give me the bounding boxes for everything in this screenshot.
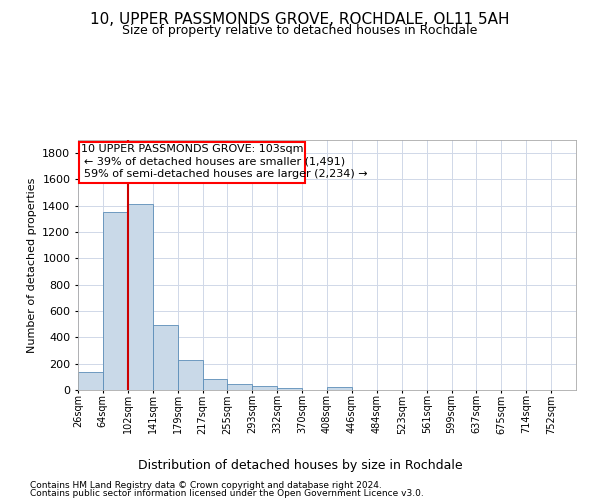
Text: 10, UPPER PASSMONDS GROVE, ROCHDALE, OL11 5AH: 10, UPPER PASSMONDS GROVE, ROCHDALE, OL1… (90, 12, 510, 28)
Text: Contains HM Land Registry data © Crown copyright and database right 2024.: Contains HM Land Registry data © Crown c… (30, 481, 382, 490)
Bar (103, 212, 128, 390)
Bar (203, 379, 227, 390)
Bar (227, 384, 252, 390)
Text: 59% of semi-detached houses are larger (2,234) →: 59% of semi-detached houses are larger (… (84, 169, 367, 179)
Text: ← 39% of detached houses are smaller (1,491): ← 39% of detached houses are smaller (1,… (84, 157, 345, 167)
Text: 10 UPPER PASSMONDS GROVE: 103sqm: 10 UPPER PASSMONDS GROVE: 103sqm (81, 144, 303, 154)
Text: Distribution of detached houses by size in Rochdale: Distribution of detached houses by size … (137, 460, 463, 472)
Bar (78, 372, 103, 390)
Bar (277, 388, 302, 390)
Bar (128, 204, 153, 390)
Text: Size of property relative to detached houses in Rochdale: Size of property relative to detached ho… (122, 24, 478, 37)
Text: Contains public sector information licensed under the Open Government Licence v3: Contains public sector information licen… (30, 489, 424, 498)
Bar (178, 360, 203, 390)
Bar (327, 388, 352, 390)
Y-axis label: Number of detached properties: Number of detached properties (26, 178, 37, 352)
Bar (153, 326, 178, 390)
Bar (252, 386, 277, 390)
